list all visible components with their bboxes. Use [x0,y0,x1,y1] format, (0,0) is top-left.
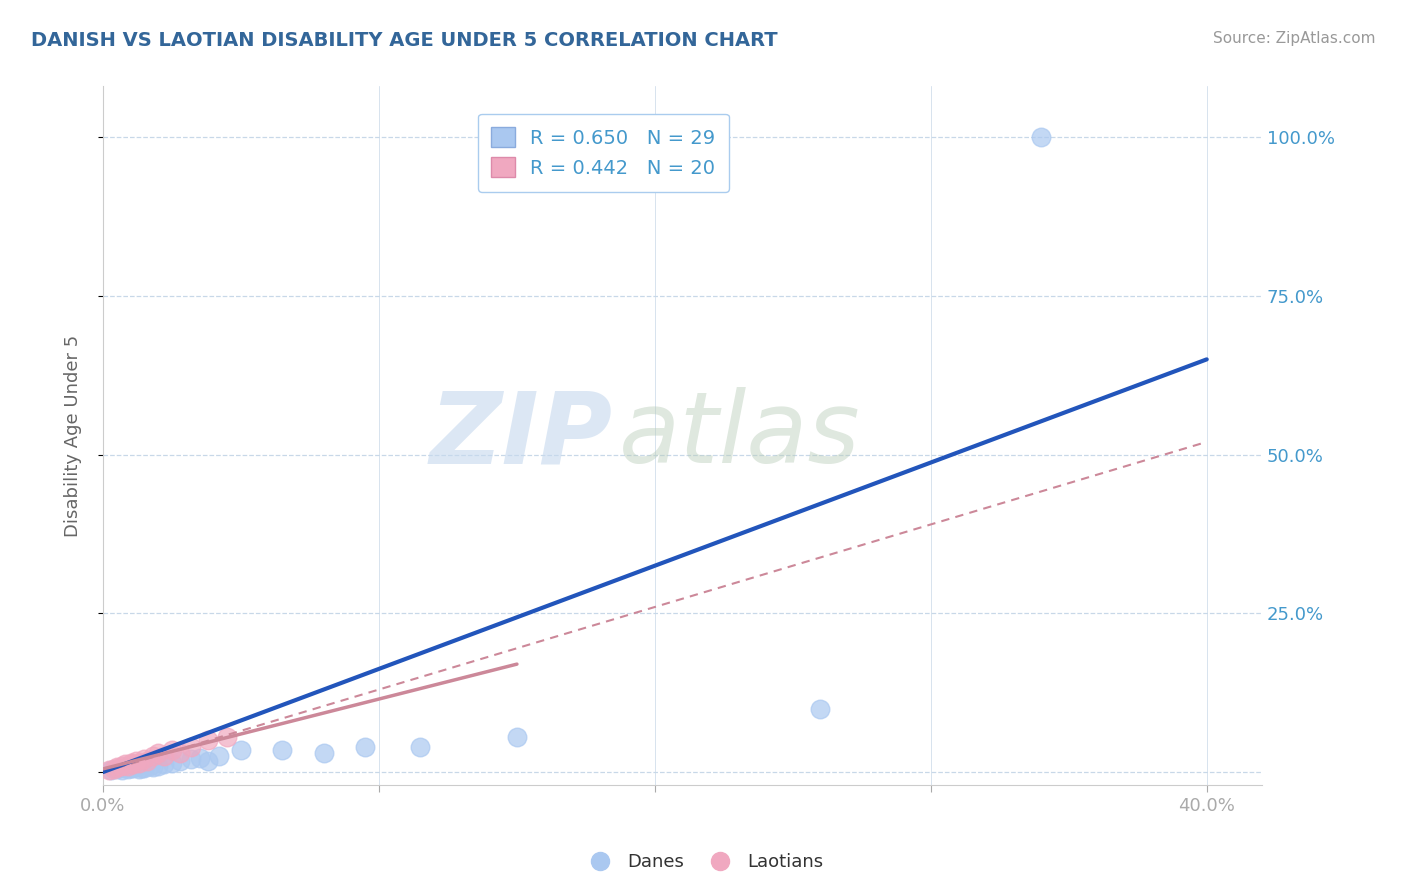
Point [169,746,191,760]
Legend: R = 0.650   N = 29, R = 0.442   N = 20: R = 0.650 N = 29, R = 0.442 N = 20 [478,113,730,192]
Point [229,743,252,757]
Point [120,756,142,770]
Point [354,739,377,754]
Point [188,751,211,765]
Point [142,760,165,774]
Point [139,758,162,772]
Point [810,701,832,715]
Point [217,730,239,744]
Point [134,752,156,766]
Point [148,746,170,760]
Point [120,761,142,775]
Point [136,754,159,768]
Text: DANISH VS LAOTIAN DISABILITY AGE UNDER 5 CORRELATION CHART: DANISH VS LAOTIAN DISABILITY AGE UNDER 5… [31,31,778,50]
Point [125,754,148,768]
Text: atlas: atlas [619,387,860,484]
Point [506,730,529,744]
Point [122,761,145,775]
Point [148,758,170,772]
Point [312,746,335,760]
Point [97,763,120,777]
Point [114,757,136,772]
Point [128,762,150,776]
Point [111,758,134,772]
Y-axis label: Disability Age Under 5: Disability Age Under 5 [65,334,82,537]
Point [409,739,432,754]
Point [142,749,165,764]
Text: Source: ZipAtlas.com: Source: ZipAtlas.com [1212,31,1375,46]
Point [111,763,134,777]
Point [103,762,125,776]
Point [117,758,139,772]
Point [197,733,219,747]
Point [160,756,183,770]
Point [114,761,136,775]
Point [208,749,231,764]
Text: ZIP: ZIP [430,387,613,484]
Point [117,762,139,776]
Point [271,743,294,757]
Point [100,763,122,777]
Point [128,756,150,770]
Point [134,761,156,775]
Point [180,739,202,754]
Point [105,760,128,774]
Point [152,749,174,764]
Point [122,757,145,772]
Point [160,743,183,757]
Point [105,762,128,776]
Point [1031,130,1053,145]
Point [152,757,174,772]
Legend: Danes, Laotians: Danes, Laotians [575,847,831,879]
Point [180,752,202,766]
Point [125,760,148,774]
Point [169,754,191,768]
Point [131,761,153,775]
Point [197,754,219,768]
